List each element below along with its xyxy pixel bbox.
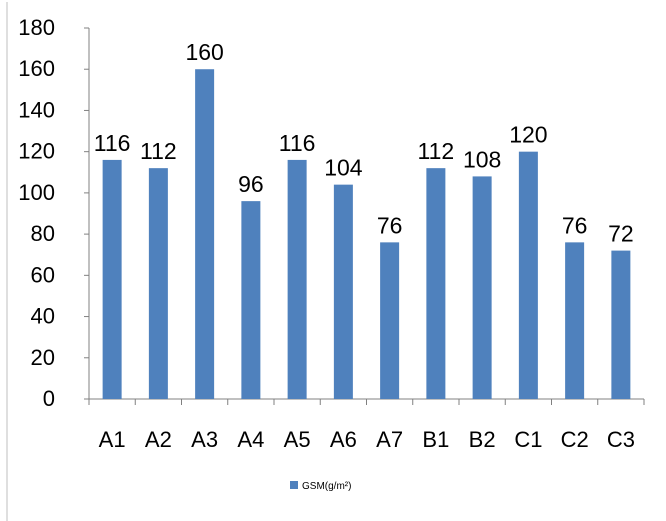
y-tick-label: 160 bbox=[18, 56, 55, 81]
x-tick-label: B2 bbox=[469, 427, 496, 452]
bar bbox=[195, 69, 215, 399]
data-label: 112 bbox=[418, 138, 455, 164]
data-label: 76 bbox=[377, 212, 403, 238]
data-label: 160 bbox=[185, 39, 223, 65]
x-tick-label: B1 bbox=[422, 427, 449, 452]
x-tick-label: A2 bbox=[145, 427, 172, 452]
y-tick-label: 0 bbox=[43, 386, 55, 411]
data-label: 72 bbox=[608, 221, 634, 247]
y-tick-label: 140 bbox=[18, 97, 55, 122]
y-tick-label: 100 bbox=[18, 180, 55, 205]
bar bbox=[565, 242, 585, 399]
legend-swatch bbox=[290, 481, 298, 489]
data-label: 76 bbox=[562, 212, 588, 238]
y-axis: 0 20 40 60 80 100 120 140 160 180 bbox=[18, 15, 90, 411]
y-tick-label: 60 bbox=[31, 262, 55, 287]
bars bbox=[102, 69, 631, 399]
data-label: 116 bbox=[279, 130, 316, 156]
data-label: 120 bbox=[509, 122, 547, 148]
x-axis: A1 A2 A3 A4 A5 A6 A7 B1 B2 C1 C2 C3 bbox=[88, 398, 645, 452]
x-tick-label: A5 bbox=[284, 427, 311, 452]
bar bbox=[148, 168, 168, 399]
y-tick-label: 80 bbox=[31, 221, 55, 246]
y-tick-label: 180 bbox=[18, 15, 55, 40]
x-tick-label: A6 bbox=[330, 427, 357, 452]
x-tick-label: C3 bbox=[607, 427, 635, 452]
x-tick-label: C2 bbox=[561, 427, 589, 452]
data-label: 96 bbox=[238, 171, 264, 197]
x-tick-label: A3 bbox=[191, 427, 218, 452]
bar bbox=[518, 151, 538, 399]
bar bbox=[380, 242, 400, 399]
x-tick-label: C1 bbox=[514, 427, 542, 452]
bar bbox=[241, 201, 261, 399]
y-tick-label: 120 bbox=[18, 139, 55, 164]
y-tick-label: 20 bbox=[31, 345, 55, 370]
data-labels: 116 112 160 96 116 104 76 112 108 120 76 72 bbox=[94, 39, 634, 246]
legend: GSM(g/m²) bbox=[290, 481, 351, 492]
bar bbox=[102, 159, 122, 399]
x-tick-label: A7 bbox=[376, 427, 403, 452]
x-tick-label: A4 bbox=[237, 427, 264, 452]
bar bbox=[472, 176, 492, 399]
data-label: 108 bbox=[463, 146, 501, 172]
bar bbox=[287, 159, 307, 399]
data-label: 112 bbox=[140, 138, 177, 164]
data-label: 116 bbox=[94, 130, 131, 156]
bar bbox=[333, 184, 353, 399]
legend-label: GSM(g/m²) bbox=[302, 481, 351, 492]
data-label: 104 bbox=[324, 155, 363, 181]
y-tick-label: 40 bbox=[31, 304, 55, 329]
x-tick-label: A1 bbox=[99, 427, 126, 452]
bar bbox=[426, 168, 446, 399]
bar bbox=[611, 250, 631, 399]
